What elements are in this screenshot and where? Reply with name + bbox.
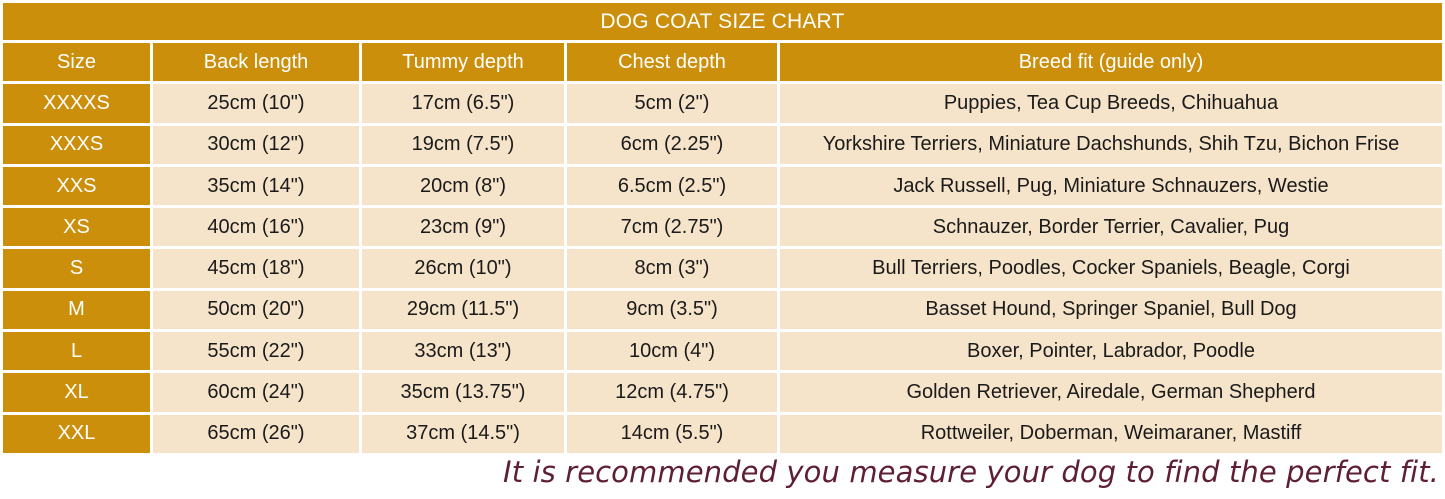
measurement-footnote: It is recommended you measure your dog t…: [503, 455, 1439, 489]
chest-depth-cell: 5cm (2"): [567, 84, 777, 123]
back-length-cell: 40cm (16"): [153, 208, 359, 247]
chest-depth-cell: 9cm (3.5"): [567, 290, 777, 330]
back-length-cell: 25cm (10"): [153, 84, 359, 123]
table-row: XXL 65cm (26") 37cm (14.5") 14cm (5.5") …: [3, 414, 1442, 453]
breed-fit-cell: Basset Hound, Springer Spaniel, Bull Dog: [780, 290, 1442, 330]
header-back-length: Back length: [153, 43, 359, 82]
tummy-depth-cell: 33cm (13"): [362, 332, 564, 371]
tummy-depth-cell: 35cm (13.75"): [362, 373, 564, 412]
size-cell: XXS: [3, 166, 150, 206]
size-cell: XS: [3, 208, 150, 247]
chest-depth-cell: 6cm (2.25"): [567, 125, 777, 164]
tummy-depth-cell: 17cm (6.5"): [362, 84, 564, 123]
back-length-cell: 45cm (18"): [153, 249, 359, 288]
chest-depth-cell: 8cm (3"): [567, 249, 777, 288]
chest-depth-cell: 6.5cm (2.5"): [567, 166, 777, 206]
table-row: M 50cm (20") 29cm (11.5") 9cm (3.5") Bas…: [3, 290, 1442, 330]
tummy-depth-cell: 29cm (11.5"): [362, 290, 564, 330]
back-length-cell: 65cm (26"): [153, 414, 359, 453]
size-cell: M: [3, 290, 150, 330]
header-tummy-depth: Tummy depth: [362, 43, 564, 82]
breed-fit-cell: Puppies, Tea Cup Breeds, Chihuahua: [780, 84, 1442, 123]
chest-depth-cell: 7cm (2.75"): [567, 208, 777, 247]
chest-depth-cell: 14cm (5.5"): [567, 414, 777, 453]
tummy-depth-cell: 19cm (7.5"): [362, 125, 564, 164]
size-cell: XXXS: [3, 125, 150, 164]
table-row: S 45cm (18") 26cm (10") 8cm (3") Bull Te…: [3, 249, 1442, 288]
header-chest-depth: Chest depth: [567, 43, 777, 82]
chart-title: DOG COAT SIZE CHART: [3, 3, 1442, 40]
tummy-depth-cell: 37cm (14.5"): [362, 414, 564, 453]
table-row: XXXS 30cm (12") 19cm (7.5") 6cm (2.25") …: [3, 125, 1442, 164]
breed-fit-cell: Jack Russell, Pug, Miniature Schnauzers,…: [780, 166, 1442, 206]
header-breed-fit: Breed fit (guide only): [780, 43, 1442, 82]
back-length-cell: 55cm (22"): [153, 332, 359, 371]
breed-fit-cell: Schnauzer, Border Terrier, Cavalier, Pug: [780, 208, 1442, 247]
size-cell: XL: [3, 373, 150, 412]
tummy-depth-cell: 20cm (8"): [362, 166, 564, 206]
size-chart-table: DOG COAT SIZE CHART Size Back length Tum…: [3, 3, 1442, 453]
table-row: XXXXS 25cm (10") 17cm (6.5") 5cm (2") Pu…: [3, 84, 1442, 123]
size-cell: XXL: [3, 414, 150, 453]
size-cell: S: [3, 249, 150, 288]
tummy-depth-cell: 26cm (10"): [362, 249, 564, 288]
breed-fit-cell: Golden Retriever, Airedale, German Sheph…: [780, 373, 1442, 412]
chest-depth-cell: 12cm (4.75"): [567, 373, 777, 412]
header-row: Size Back length Tummy depth Chest depth…: [3, 43, 1442, 82]
back-length-cell: 30cm (12"): [153, 125, 359, 164]
breed-fit-cell: Rottweiler, Doberman, Weimaraner, Mastif…: [780, 414, 1442, 453]
size-cell: XXXXS: [3, 84, 150, 123]
breed-fit-cell: Yorkshire Terriers, Miniature Dachshunds…: [780, 125, 1442, 164]
chest-depth-cell: 10cm (4"): [567, 332, 777, 371]
back-length-cell: 35cm (14"): [153, 166, 359, 206]
back-length-cell: 50cm (20"): [153, 290, 359, 330]
breed-fit-cell: Bull Terriers, Poodles, Cocker Spaniels,…: [780, 249, 1442, 288]
breed-fit-cell: Boxer, Pointer, Labrador, Poodle: [780, 332, 1442, 371]
table-row: XL 60cm (24") 35cm (13.75") 12cm (4.75")…: [3, 373, 1442, 412]
size-cell: L: [3, 332, 150, 371]
back-length-cell: 60cm (24"): [153, 373, 359, 412]
table-row: XS 40cm (16") 23cm (9") 7cm (2.75") Schn…: [3, 208, 1442, 247]
header-size: Size: [3, 43, 150, 82]
table-row: XXS 35cm (14") 20cm (8") 6.5cm (2.5") Ja…: [3, 166, 1442, 206]
table-row: L 55cm (22") 33cm (13") 10cm (4") Boxer,…: [3, 332, 1442, 371]
tummy-depth-cell: 23cm (9"): [362, 208, 564, 247]
